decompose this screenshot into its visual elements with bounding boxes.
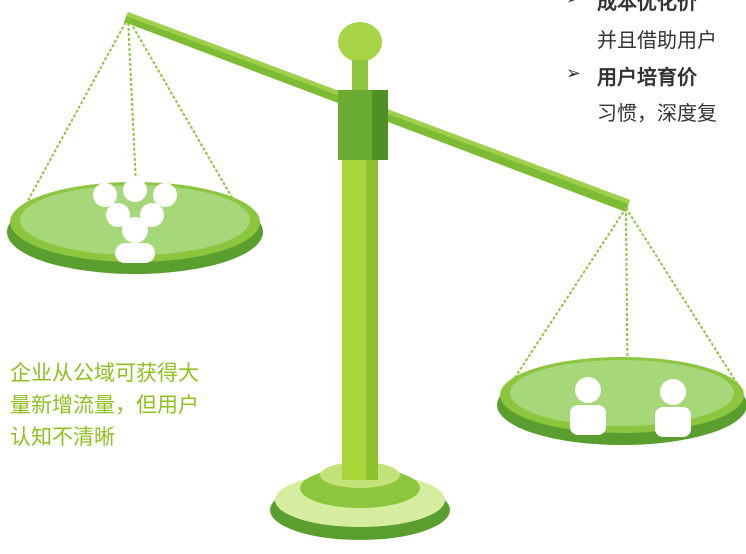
left-note-line: 认知不清晰 [10,421,115,451]
bullet-title: 用户培育价 [597,61,697,90]
bullet-desc: 习惯，深度复 [597,97,717,126]
left-note-line: 企业从公域可获得大 [10,357,199,387]
left-note-line: 量新增流量，但用户 [10,389,199,419]
bullet-arrow: ➢ [566,63,581,84]
bullet-desc: 并且借助用户 [597,24,717,53]
page: ➢ 成本优化价 并且借助用户 ➢ 用户培育价 习惯，深度复 企业从公域可获得大 … [0,0,746,554]
bullet-arrow: ➢ [566,0,581,9]
bullet-title: 成本优化价 [597,0,697,15]
